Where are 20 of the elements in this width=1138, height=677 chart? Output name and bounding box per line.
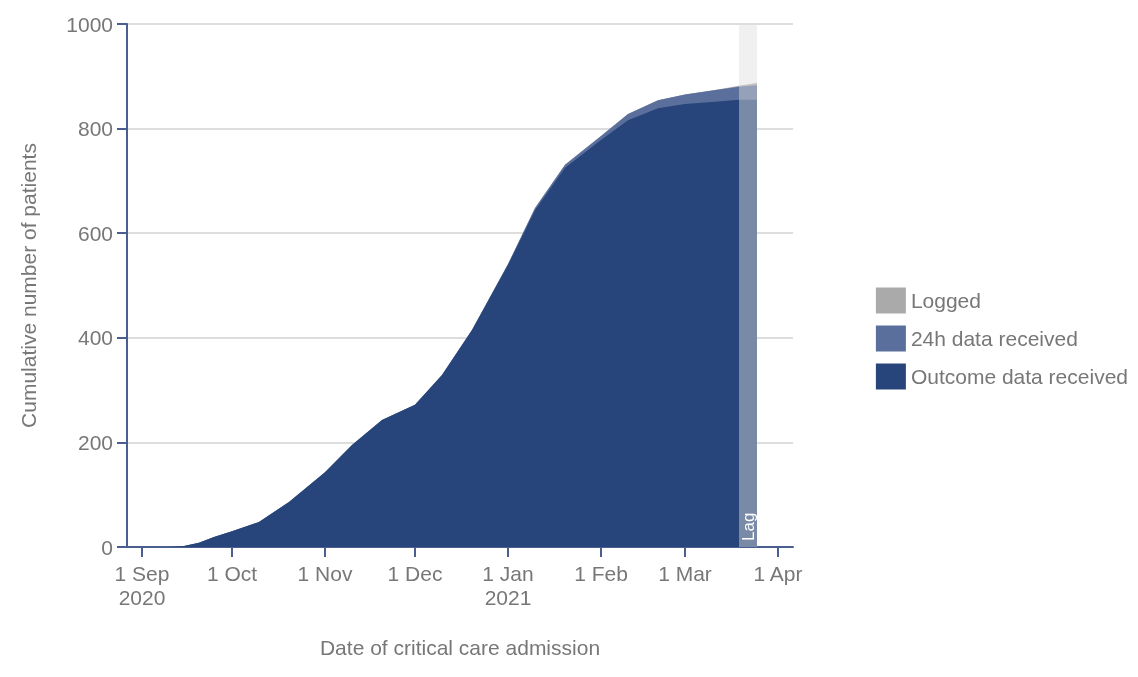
x-tick-label: 1 Oct [206, 561, 258, 585]
x-tick-label: 1 Dec [387, 561, 443, 585]
x-tick-label: 1 Sep 2020 [114, 561, 170, 609]
x-axis-title: Date of critical care admission [319, 636, 601, 659]
legend-label: 24h data received [910, 327, 1078, 350]
x-tick-label: 1 Mar [658, 561, 712, 585]
y-tick-label: 600 [77, 221, 113, 245]
x-tick-label: 1 Jan 2021 [482, 561, 534, 609]
y-tick-label: 0 [101, 535, 113, 559]
y-tick-label: 400 [77, 326, 113, 350]
x-tick-label: 1 Feb [574, 561, 628, 585]
y-tick-label: 200 [77, 430, 113, 454]
band-label: Lag [738, 512, 758, 541]
legend-label: Logged [910, 289, 981, 312]
x-tick-label: 1 Nov [297, 561, 353, 585]
y-tick-label: 800 [77, 117, 113, 141]
y-axis-title: Cumulative number of patients [17, 143, 40, 428]
legend-label: Outcome data received [910, 365, 1129, 388]
x-tick-label: 1 Apr [753, 561, 803, 585]
y-tick-label: 1000 [66, 12, 113, 36]
